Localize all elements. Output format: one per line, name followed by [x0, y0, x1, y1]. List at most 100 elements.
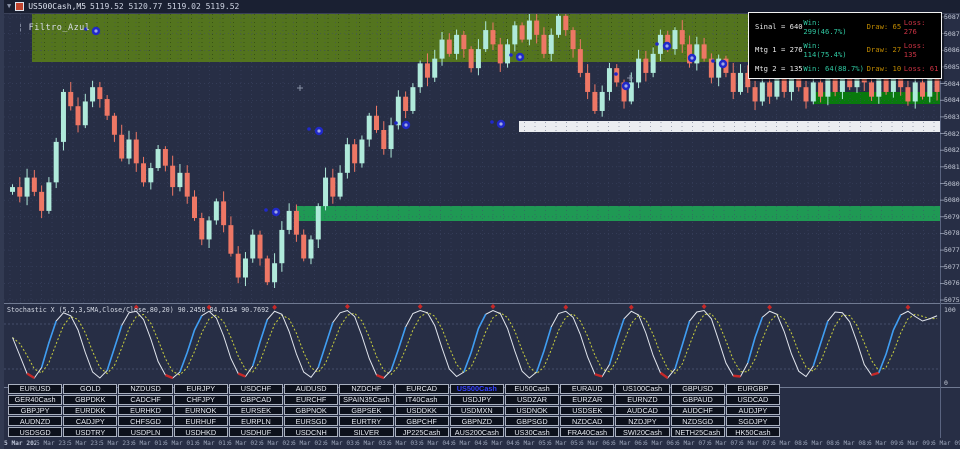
symbol-button-audusd[interactable]: AUDUSD — [284, 384, 339, 394]
symbol-button-gbpdkk[interactable]: GBPDKK — [63, 394, 118, 405]
symbol-button-usdpln[interactable]: USDPLN — [118, 427, 173, 437]
candle-body — [752, 87, 758, 102]
symbol-button-eurdkk[interactable]: EURDKK — [63, 405, 118, 416]
time-tick: 6 Mar 04:35 — [452, 440, 484, 447]
symbol-button-gbpsgd[interactable]: GBPSGD — [504, 416, 560, 427]
symbol-button-eurhuf[interactable]: EURHUF — [173, 416, 228, 427]
symbol-button-eurusd[interactable]: EURUSD — [8, 384, 63, 394]
symbol-button-chfjpy[interactable]: CHFJPY — [173, 394, 228, 405]
time-axis[interactable]: 5 Mar 20245 Mar 23:155 Mar 23:355 Mar 23… — [4, 438, 960, 449]
symbol-button-nzdjpy[interactable]: NZDJPY — [615, 416, 670, 427]
indicator-label-filtro-azul: ¦ Filtro_Azul — [18, 23, 91, 33]
symbol-button-audchf[interactable]: AUDCHF — [670, 405, 725, 416]
symbol-button-eurnzd[interactable]: EURNZD — [615, 394, 670, 405]
candle-body — [410, 87, 416, 111]
symbol-button-us500cash[interactable]: US500Cash — [449, 384, 504, 394]
symbol-button-gbpcad[interactable]: GBPCAD — [228, 394, 284, 405]
candle-body — [738, 72, 743, 92]
symbol-button-audcad[interactable]: AUDCAD — [615, 405, 670, 416]
symbol-button-nzdsgd[interactable]: NZDSGD — [670, 416, 725, 427]
symbol-button-eurchf[interactable]: EURCHF — [284, 394, 339, 405]
symbol-button-chfsgd[interactable]: CHFSGD — [118, 416, 173, 427]
symbol-button-usdsek[interactable]: USDSEK — [560, 405, 615, 416]
symbol-button-usdcad[interactable]: USDCAD — [725, 394, 780, 405]
symbol-button-hk50cash[interactable]: HK50Cash — [725, 427, 780, 437]
symbol-button-silver[interactable]: SILVER — [339, 427, 394, 437]
time-tick: 6 Mar 08:20 — [804, 440, 836, 447]
price-axis[interactable]: 5087.75 5087.05 5086.35 5085.65 5084.95 5084.… — [942, 0, 960, 449]
symbol-button-usdzar[interactable]: USDZAR — [504, 394, 560, 405]
symbol-button-eurgbp[interactable]: EURGBP — [725, 384, 780, 394]
symbol-button-nzdchf[interactable]: NZDCHF — [339, 384, 394, 394]
symbol-button-usdtry[interactable]: USDTRY — [63, 427, 118, 437]
symbol-button-gbpusd[interactable]: GBPUSD — [670, 384, 725, 394]
symbol-button-eurhkd[interactable]: EURHKD — [118, 405, 173, 416]
symbol-button-nzdcad[interactable]: NZDCAD — [560, 416, 615, 427]
symbol-button-jp225cash[interactable]: JP225Cash — [394, 427, 449, 437]
symbol-button-aus200cash[interactable]: AUS200Cash — [449, 427, 504, 437]
symbol-button-eurjpy[interactable]: EURJPY — [173, 384, 228, 394]
candle-body — [497, 44, 503, 64]
symbol-button-usdmxn[interactable]: USDMXN — [449, 405, 504, 416]
symbol-button-us100cash[interactable]: US100Cash — [615, 384, 670, 394]
symbol-button-eurcad[interactable]: EURCAD — [394, 384, 449, 394]
symbol-button-gbpchf[interactable]: GBPCHF — [394, 416, 449, 427]
stoch-top-diamond-marker — [344, 303, 350, 310]
symbol-button-swi20cash[interactable]: SWI20Cash — [615, 427, 670, 437]
symbol-button-eu50cash[interactable]: EU50Cash — [504, 384, 560, 394]
symbol-button-spain35cash[interactable]: SPAIN35Cash — [339, 394, 394, 405]
price-chart-canvas[interactable] — [4, 0, 960, 449]
candle-body — [839, 72, 845, 92]
symbol-button-fra40cash[interactable]: FRA40Cash — [560, 427, 615, 437]
candle-body — [708, 58, 714, 78]
symbol-button-eurtry[interactable]: EURTRY — [339, 416, 394, 427]
symbol-button-usdhkd[interactable]: USDHKD — [173, 427, 228, 437]
symbol-button-usdchf[interactable]: USDCHF — [228, 384, 284, 394]
time-tick: 6 Mar 03:15 — [324, 440, 356, 447]
symbol-button-audjpy[interactable]: AUDJPY — [725, 405, 780, 416]
symbol-button-eursgd[interactable]: EURSGD — [284, 416, 339, 427]
stoch-colored-segment — [674, 344, 684, 370]
candle-body — [141, 163, 147, 183]
price-tick: 5079.35 — [944, 212, 960, 221]
symbol-button-gbpjpy[interactable]: GBPJPY — [8, 405, 63, 416]
symbol-button-usddkk[interactable]: USDDKK — [394, 405, 449, 416]
candle-body — [847, 72, 853, 88]
symbol-button-usdcnh[interactable]: USDCNH — [284, 427, 339, 437]
symbol-button-usdsgd[interactable]: USDSGD — [8, 427, 63, 437]
candle-body — [97, 87, 103, 100]
symbol-button-eursek[interactable]: EURSEK — [228, 405, 284, 416]
symbol-button-nzdusd[interactable]: NZDUSD — [118, 384, 173, 394]
stoch-top-diamond-marker — [133, 304, 139, 310]
symbol-button-gbpnok[interactable]: GBPNOK — [284, 405, 339, 416]
stats-row-2: Mtg 2 = 135 Win: 64(88.7%) Draw: 10 Loss: 6… — [749, 64, 941, 73]
time-tick: 6 Mar 08:00 — [772, 440, 804, 447]
stoch-top-diamond-marker — [628, 304, 634, 310]
symbol-button-ger40cash[interactable]: GER40Cash — [8, 394, 63, 405]
symbol-button-cadchf[interactable]: CADCHF — [118, 394, 173, 405]
symbol-button-gold[interactable]: GOLD — [63, 384, 118, 394]
symbol-button-gbpnzd[interactable]: GBPNZD — [449, 416, 504, 427]
candle-body — [308, 239, 314, 259]
price-tick: 5078.65 — [944, 229, 960, 238]
symbol-button-cadjpy[interactable]: CADJPY — [63, 416, 118, 427]
symbol-button-neth25cash[interactable]: NETH25Cash — [670, 427, 725, 437]
symbol-button-eurpln[interactable]: EURPLN — [228, 416, 284, 427]
symbol-button-eurzar[interactable]: EURZAR — [560, 394, 615, 405]
symbol-button-usdhuf[interactable]: USDHUF — [228, 427, 284, 437]
symbol-button-sgdjpy[interactable]: SGDJPY — [725, 416, 780, 427]
symbol-button-euraud[interactable]: EURAUD — [560, 384, 615, 394]
symbol-button-eurnok[interactable]: EURNOK — [173, 405, 228, 416]
symbol-button-audnzd[interactable]: AUDNZD — [8, 416, 63, 427]
symbol-button-usdjpy[interactable]: USDJPY — [449, 394, 504, 405]
stoch-colored-segment — [747, 337, 756, 364]
chevron-down-icon[interactable]: ▼ — [7, 2, 12, 10]
stoch-colored-segment — [871, 371, 880, 377]
symbol-button-us30cash[interactable]: US30Cash — [504, 427, 560, 437]
symbol-button-usdnok[interactable]: USDNOK — [504, 405, 560, 416]
symbol-button-it40cash[interactable]: IT40Cash — [394, 394, 449, 405]
symbol-button-gbpaud[interactable]: GBPAUD — [670, 394, 725, 405]
candle-body — [10, 187, 15, 192]
candle-body — [82, 101, 88, 126]
symbol-button-gbpsek[interactable]: GBPSEK — [339, 405, 394, 416]
